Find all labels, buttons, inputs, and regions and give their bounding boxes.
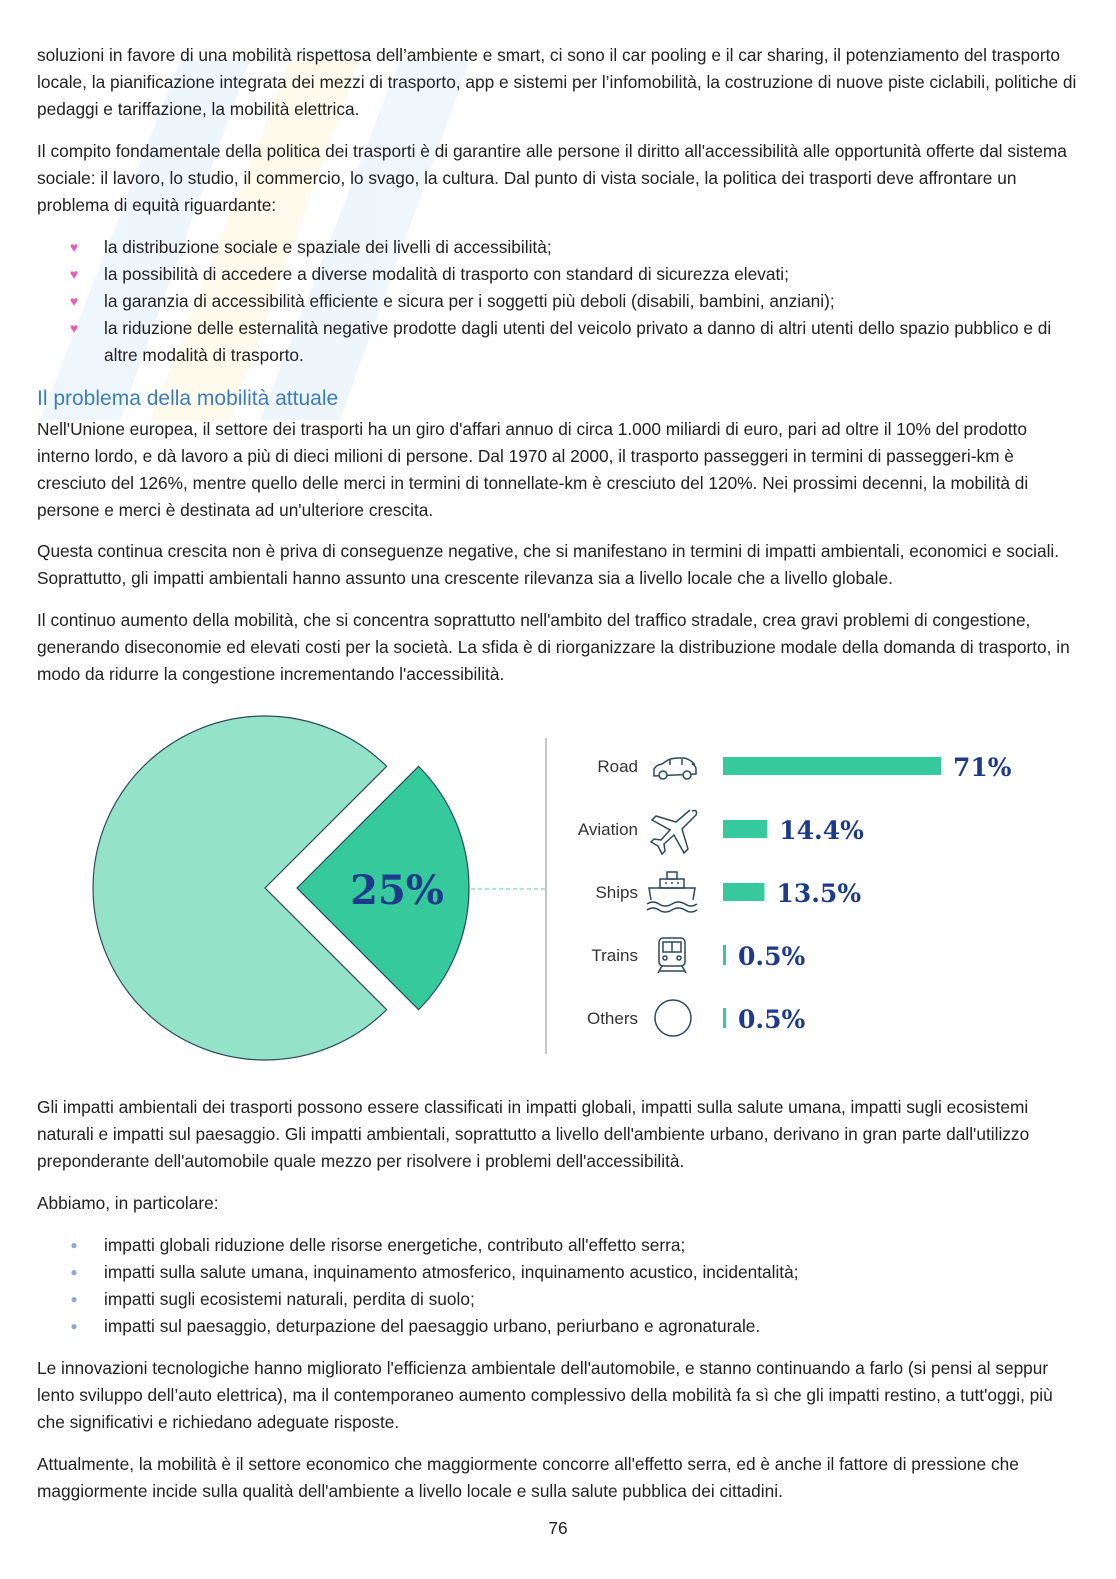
dot-bullet-icon: ● — [70, 1265, 78, 1279]
dot-bullet-icon: ● — [70, 1319, 78, 1333]
paragraph: Questa continua crescita non è priva di … — [37, 541, 1060, 588]
dot-bullet-icon: ● — [70, 1292, 78, 1306]
value-label: 0.5% — [738, 1005, 805, 1034]
category-label: Ships — [595, 883, 638, 902]
train-icon — [657, 937, 687, 974]
category-label: Road — [597, 757, 638, 776]
list-item: ♥ la distribuzione sociale e spaziale dei… — [37, 234, 1077, 261]
pie-slice-rest — [92, 715, 388, 1061]
heart-bullet-icon: ♥ — [69, 266, 79, 282]
bar — [723, 883, 765, 901]
list-item: ● impatti sul paesaggio, deturpazione del… — [37, 1313, 1077, 1340]
category-label: Trains — [591, 946, 638, 965]
value-label: 71% — [953, 753, 1012, 782]
chart-svg: 25% Road 71% Aviation 14.4% Ships 13.5% Trains… — [92, 715, 1012, 1061]
section-heading: Il problema della mobilità attuale — [37, 387, 339, 410]
bar — [723, 757, 941, 775]
list-item: ♥ la possibilità di accedere a diverse mo… — [37, 261, 1077, 288]
list-item: ♥ la riduzione delle esternalità negative… — [37, 315, 1077, 369]
heart-bullet-icon: ♥ — [69, 239, 79, 255]
paragraph: Il continuo aumento della mobilità, che … — [37, 610, 1070, 684]
list-item: ● impatti sugli ecosistemi naturali, perd… — [37, 1286, 1077, 1313]
bar — [723, 1008, 726, 1028]
value-label: 14.4% — [779, 816, 864, 845]
bar — [723, 945, 726, 965]
pie-highlight-label: 25% — [350, 867, 444, 914]
bullet-list-impacts: ● impatti globali riduzione delle risorse… — [37, 1232, 1077, 1340]
category-label: Aviation — [578, 820, 638, 839]
list-item: ● impatti globali riduzione delle risorse… — [37, 1232, 1077, 1259]
page-number: 76 — [548, 1518, 568, 1538]
circle-icon — [654, 999, 692, 1037]
value-label: 13.5% — [776, 879, 861, 908]
pie-slice-highlight — [296, 765, 470, 1011]
car-icon — [653, 757, 697, 780]
paragraph: Nell'Unione europea, il settore dei tras… — [37, 419, 1029, 520]
value-label: 0.5% — [738, 942, 805, 971]
category-label: Others — [587, 1009, 638, 1028]
paragraph: soluzioni in favore di una mobilità risp… — [37, 45, 1077, 119]
list-item: ♥ la garanzia di accessibilità efficiente… — [37, 288, 1077, 315]
paragraph: Gli impatti ambientali dei trasporti pos… — [37, 1097, 1030, 1171]
paragraph: Le innovazioni tecnologiche hanno miglio… — [37, 1358, 1053, 1432]
heart-bullet-icon: ♥ — [69, 320, 79, 336]
transport-emissions-chart: 25% Road 71% Aviation 14.4% Ships 13.5% Trains… — [37, 702, 1077, 1072]
paragraph: Il compito fondamentale della politica d… — [37, 141, 1067, 215]
ship-icon — [646, 871, 698, 913]
airplane-icon — [649, 809, 698, 856]
heart-bullet-icon: ♥ — [69, 293, 79, 309]
paragraph: Abbiamo, in particolare: — [37, 1193, 219, 1213]
list-item: ● impatti sulla salute umana, inquinament… — [37, 1259, 1077, 1286]
bullet-list-equity: ♥ la distribuzione sociale e spaziale dei… — [37, 234, 1077, 369]
dot-bullet-icon: ● — [70, 1238, 78, 1252]
paragraph: Attualmente, la mobilità è il settore ec… — [37, 1454, 1019, 1501]
bar — [723, 820, 768, 838]
